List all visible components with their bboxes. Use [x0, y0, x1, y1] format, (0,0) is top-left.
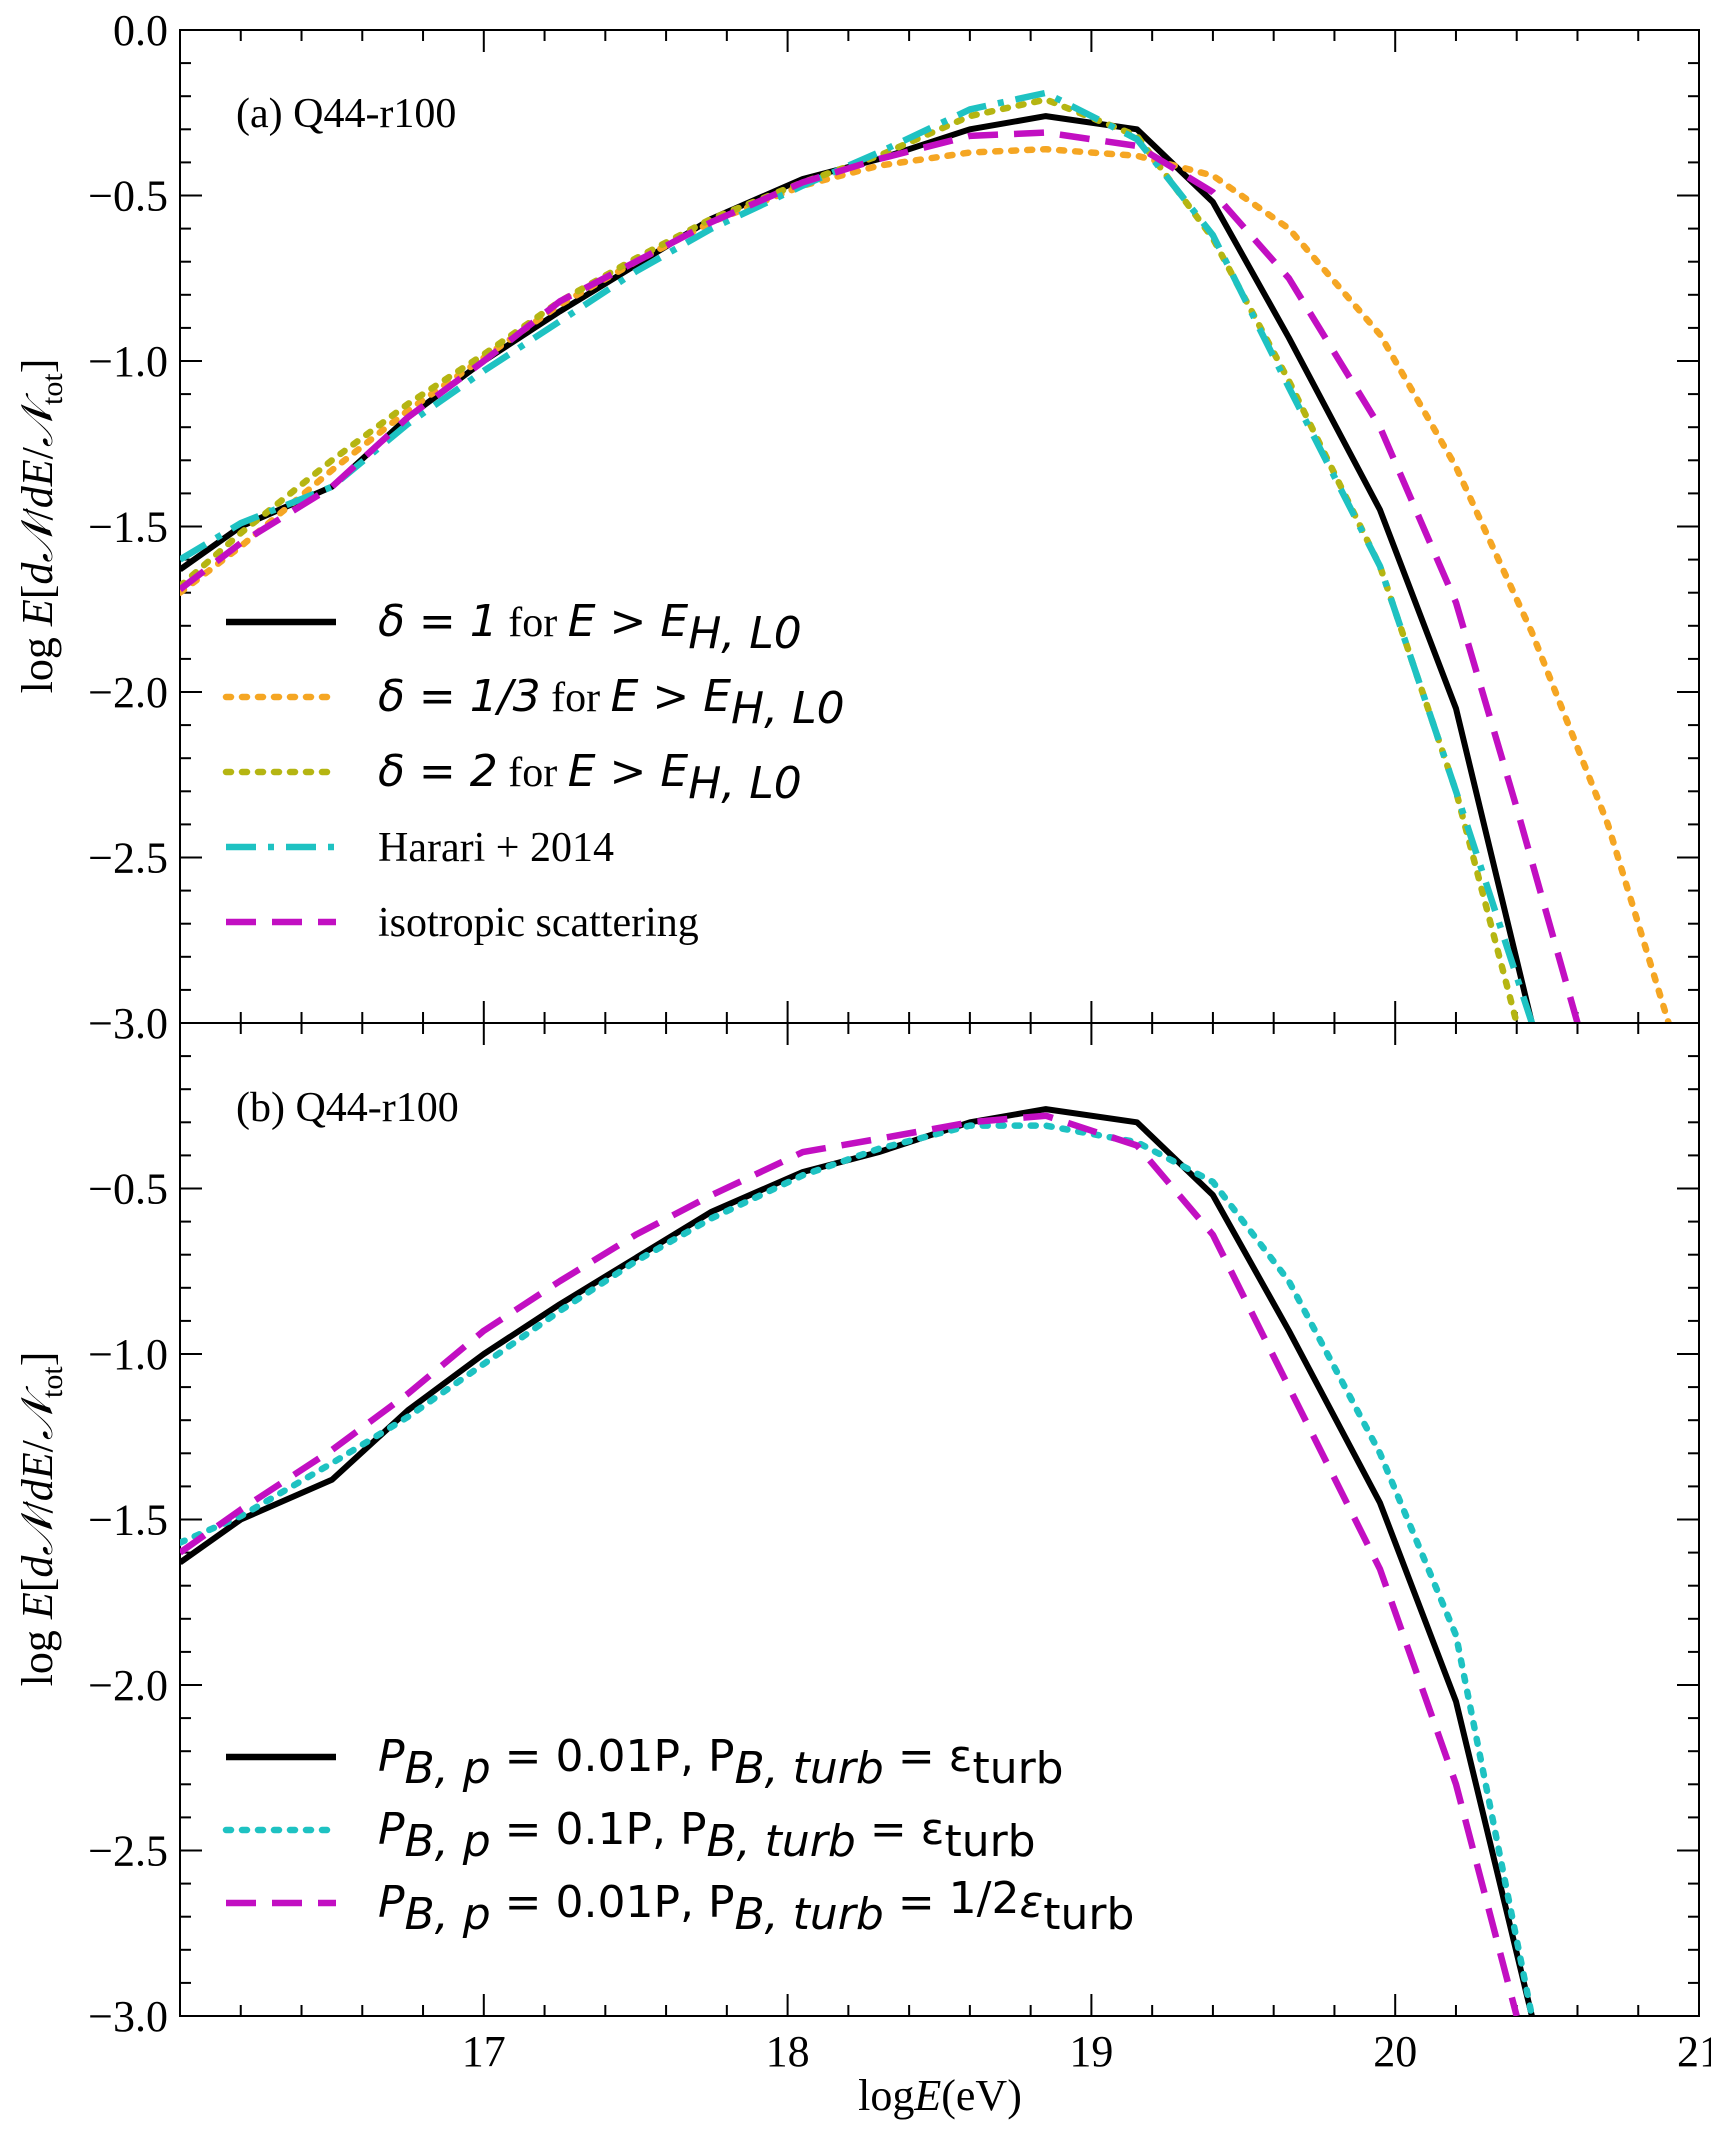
x-axis-label: logE(eV) [858, 2071, 1022, 2120]
legend-label: isotropic scattering [378, 900, 699, 946]
y-axis-label-b: log E[d𝒩/dE/𝒩tot] [13, 1352, 69, 1687]
panel-b-tick-labels: −0.5 −1.0 −1.5 −2.0 −2.5 −3.0 17 18 19 20 21 [88, 1165, 1711, 2077]
y-tick-label: −2.0 [88, 1661, 168, 1710]
y-tick-label: −0.5 [88, 1165, 168, 1214]
series-line-a-4 [180, 129, 1581, 1023]
y-tick-label: −3.0 [88, 999, 168, 1048]
panel-a-ticks [180, 30, 1699, 1023]
panel-a-label: (a) Q44-r100 [236, 91, 456, 137]
panel-b-legend: PB, p = 0.01P, PB, turb = εturb PB, p = 0… [222, 1731, 1134, 1940]
legend-label: δ = 1/3 for E > EH, L0 [378, 671, 845, 734]
y-axis-label-a: log E[d𝒩/dE/𝒩tot] [13, 359, 69, 694]
panel-b-frame [179, 1022, 1700, 2017]
legend-label: δ = 2 for E > EH, L0 [378, 746, 802, 809]
x-tick-label: 20 [1373, 2027, 1417, 2076]
y-tick-label: −2.5 [88, 834, 168, 883]
panel-a-legend: δ = 1 for E > EH, L0 δ = 1/3 for E > EH, … [222, 596, 845, 946]
y-tick-label: −1.0 [88, 1330, 168, 1379]
x-tick-label: 18 [766, 2027, 810, 2076]
panel-b: −0.5 −1.0 −1.5 −2.0 −2.5 −3.0 17 18 19 20 21 (b) Q… [88, 1022, 1711, 2077]
y-tick-label: −2.5 [88, 1827, 168, 1876]
legend-label: δ = 1 for E > EH, L0 [378, 596, 802, 659]
panel-a-series [180, 89, 1672, 1023]
panel-b-label: (b) Q44-r100 [236, 1085, 459, 1131]
panel-a-tick-labels: 0.0 −0.5 −1.0 −1.5 −2.0 −2.5 −3.0 [88, 6, 168, 1048]
series-line-b-2 [180, 1112, 1520, 2016]
x-tick-label: 19 [1069, 2027, 1113, 2076]
legend-label: PB, p = 0.01P, PB, turb = εturb [378, 1731, 1064, 1794]
panel-b-series [180, 1106, 1536, 2016]
y-tick-label: −2.0 [88, 668, 168, 717]
y-tick-label: −1.5 [88, 503, 168, 552]
series-line-a-1 [180, 145, 1672, 1023]
legend-label: PB, p = 0.01P, PB, turb = 1/2εturb [378, 1873, 1134, 1940]
y-tick-label: −1.5 [88, 1496, 168, 1545]
y-tick-label: −0.5 [88, 172, 168, 221]
panel-b-ticks [180, 1023, 1699, 2016]
x-tick-label: 17 [462, 2027, 506, 2076]
panel-a: 0.0 −0.5 −1.0 −1.5 −2.0 −2.5 −3.0 (a) Q44-r100… [88, 6, 1700, 1048]
series-line-a-3 [180, 89, 1535, 1023]
series-line-b-1 [180, 1122, 1536, 2016]
series-line-a-0 [180, 113, 1535, 1023]
x-tick-label: 21 [1677, 2027, 1711, 2076]
y-tick-label: 0.0 [113, 6, 168, 55]
panel-a-frame [179, 29, 1700, 1024]
series-line-a-2 [180, 96, 1520, 1023]
legend-label: PB, p = 0.1P, PB, turb = εturb [378, 1804, 1036, 1867]
legend-label: Harari + 2014 [378, 825, 614, 871]
y-tick-label: −3.0 [88, 1992, 168, 2041]
y-tick-label: −1.0 [88, 337, 168, 386]
